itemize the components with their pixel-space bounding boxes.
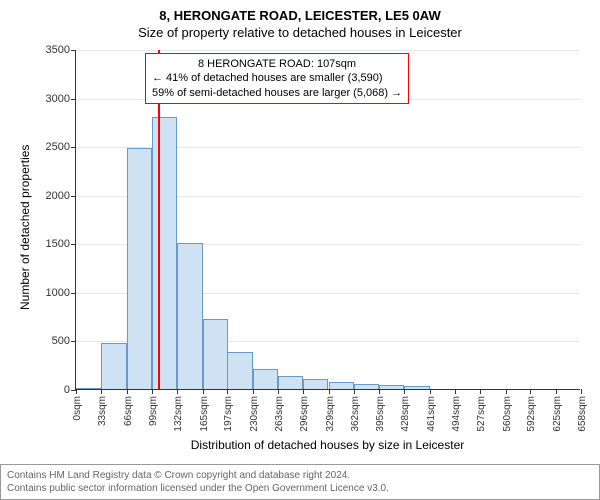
ytick-label: 3500 [46, 44, 76, 56]
xtick-mark [379, 389, 380, 394]
ytick-label: 2000 [46, 190, 76, 202]
histogram-bar [152, 117, 177, 389]
xtick-mark [354, 389, 355, 394]
xtick-label: 494sqm [451, 396, 462, 432]
xtick-label: 0sqm [72, 396, 83, 420]
xtick-mark [480, 389, 481, 394]
xtick-label: 33sqm [97, 396, 108, 426]
xtick-label: 197sqm [223, 396, 234, 432]
ytick-label: 1000 [46, 287, 76, 299]
xtick-mark [506, 389, 507, 394]
xtick-label: 658sqm [577, 396, 588, 432]
ytick-label: 0 [64, 384, 76, 396]
footer-attribution: Contains HM Land Registry data © Crown c… [0, 464, 600, 500]
xtick-label: 132sqm [173, 396, 184, 432]
gridline [76, 50, 580, 51]
annotation-box: 8 HERONGATE ROAD: 107sqm ← 41% of detach… [145, 53, 409, 104]
xtick-label: 99sqm [148, 396, 159, 426]
xtick-label: 395sqm [375, 396, 386, 432]
histogram-bar [379, 385, 404, 389]
xtick-mark [177, 389, 178, 394]
xtick-label: 329sqm [325, 396, 336, 432]
footer-line-2: Contains public sector information licen… [7, 482, 593, 495]
xtick-label: 263sqm [274, 396, 285, 432]
xtick-mark [430, 389, 431, 394]
histogram-bar [227, 352, 252, 389]
xtick-mark [556, 389, 557, 394]
histogram-bar [303, 379, 328, 389]
histogram-bar [253, 369, 278, 389]
xtick-label: 560sqm [502, 396, 513, 432]
histogram-bar [203, 319, 228, 389]
xtick-label: 461sqm [426, 396, 437, 432]
xtick-label: 362sqm [350, 396, 361, 432]
xtick-mark [329, 389, 330, 394]
histogram-bar [278, 376, 303, 389]
xtick-label: 527sqm [476, 396, 487, 432]
xtick-label: 296sqm [299, 396, 310, 432]
xtick-label: 165sqm [199, 396, 210, 432]
xtick-label: 625sqm [552, 396, 563, 432]
xtick-mark [404, 389, 405, 394]
histogram-bar [354, 384, 379, 389]
xtick-mark [530, 389, 531, 394]
ytick-label: 500 [52, 335, 76, 347]
xtick-mark [101, 389, 102, 394]
xtick-mark [76, 389, 77, 394]
xtick-mark [227, 389, 228, 394]
xtick-label: 428sqm [400, 396, 411, 432]
address-title: 8, HERONGATE ROAD, LEICESTER, LE5 0AW [0, 0, 600, 23]
y-axis-label: Number of detached properties [18, 145, 32, 310]
xtick-mark [152, 389, 153, 394]
histogram-bar [101, 343, 126, 389]
ytick-label: 3000 [46, 93, 76, 105]
xtick-mark [278, 389, 279, 394]
subtitle: Size of property relative to detached ho… [0, 23, 600, 40]
xtick-label: 66sqm [123, 396, 134, 426]
xtick-mark [203, 389, 204, 394]
xtick-mark [253, 389, 254, 394]
xtick-mark [455, 389, 456, 394]
ytick-label: 1500 [46, 238, 76, 250]
histogram-bar [177, 243, 202, 389]
histogram-bar [76, 388, 101, 389]
histogram-bar [404, 386, 429, 389]
annotation-line-1: 8 HERONGATE ROAD: 107sqm [152, 57, 402, 71]
annotation-line-3: 59% of semi-detached houses are larger (… [152, 86, 402, 100]
footer-line-1: Contains HM Land Registry data © Crown c… [7, 469, 593, 482]
histogram-bar [127, 148, 152, 389]
ytick-label: 2500 [46, 141, 76, 153]
histogram-bar [329, 382, 354, 389]
xtick-mark [127, 389, 128, 394]
xtick-label: 230sqm [249, 396, 260, 432]
xtick-mark [581, 389, 582, 394]
x-axis-label: Distribution of detached houses by size … [75, 438, 580, 452]
xtick-mark [303, 389, 304, 394]
annotation-line-2: ← 41% of detached houses are smaller (3,… [152, 71, 402, 85]
xtick-label: 592sqm [526, 396, 537, 432]
